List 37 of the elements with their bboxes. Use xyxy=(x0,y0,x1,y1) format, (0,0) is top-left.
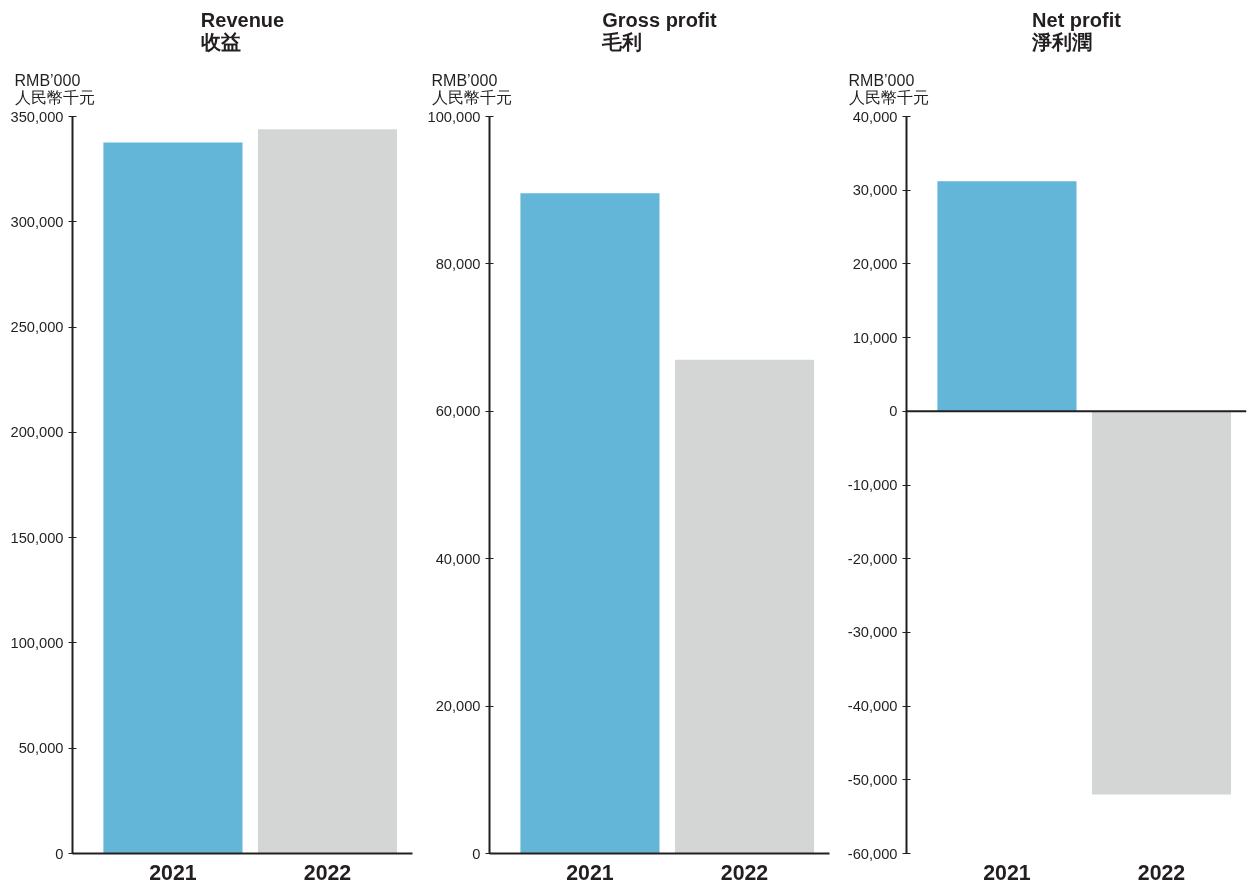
y-tick-label: 250,000 xyxy=(10,319,64,336)
y-tick-label: 150,000 xyxy=(10,529,64,546)
x-tick-label: 2022 xyxy=(1137,860,1186,883)
y-tick-label: -10,000 xyxy=(847,477,898,493)
x-tick-label: 2021 xyxy=(149,860,197,883)
y-tick-label: 0 xyxy=(889,403,898,420)
x-tick-label: 2022 xyxy=(303,860,352,883)
chart-title: Gross profit 毛利 xyxy=(601,8,718,53)
y-axis-title: RMB’000 人民幣千元 xyxy=(848,71,929,106)
y-tick-label: -50,000 xyxy=(847,771,898,788)
y-tick-label: 0 xyxy=(472,845,481,862)
y-tick-label: 50,000 xyxy=(18,740,64,757)
y-tick-label: -30,000 xyxy=(847,624,898,641)
y-tick-label: 10,000 xyxy=(852,329,898,346)
y-tick-label: 300,000 xyxy=(10,213,64,230)
y-tick-label: 100,000 xyxy=(427,108,481,125)
y-tick-label: -40,000 xyxy=(847,698,898,715)
y-tick-label: 200,000 xyxy=(10,424,64,441)
y-tick-label: 0 xyxy=(55,845,64,862)
x-tick-label: 2022 xyxy=(720,860,769,883)
x-tick-label: 2021 xyxy=(983,860,1031,883)
y-tick-label: 40,000 xyxy=(852,108,898,125)
chart-title: Revenue 收益 xyxy=(200,8,285,53)
chart-title: Net profit 淨利潤 xyxy=(1031,8,1122,53)
y-axis-title: RMB’000 人民幣千元 xyxy=(431,71,512,106)
y-tick-label: -20,000 xyxy=(847,550,898,567)
y-tick-label: 20,000 xyxy=(852,255,898,272)
y-tick-label: -60,000 xyxy=(847,845,898,862)
y-tick-label: 80,000 xyxy=(435,255,481,272)
x-tick-label: 2021 xyxy=(566,860,614,883)
y-tick-label: 40,000 xyxy=(435,550,481,567)
y-tick-label: 350,000 xyxy=(10,108,64,125)
y-axis-title: RMB’000 人民幣千元 xyxy=(14,71,95,106)
y-tick-label: 20,000 xyxy=(435,698,481,715)
y-tick-label: 100,000 xyxy=(10,634,64,651)
y-tick-label: 30,000 xyxy=(852,182,898,199)
y-tick-label: 60,000 xyxy=(435,403,481,420)
